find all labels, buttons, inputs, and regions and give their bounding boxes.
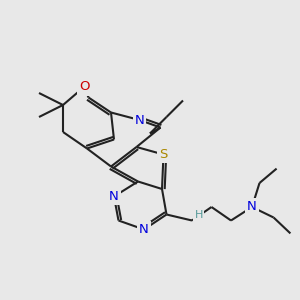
Text: H: H [194,210,203,220]
Text: O: O [79,80,89,94]
Text: N: N [139,223,149,236]
Text: N: N [109,190,119,203]
Text: N: N [135,113,144,127]
Text: N: N [247,200,257,214]
Text: S: S [159,148,168,161]
